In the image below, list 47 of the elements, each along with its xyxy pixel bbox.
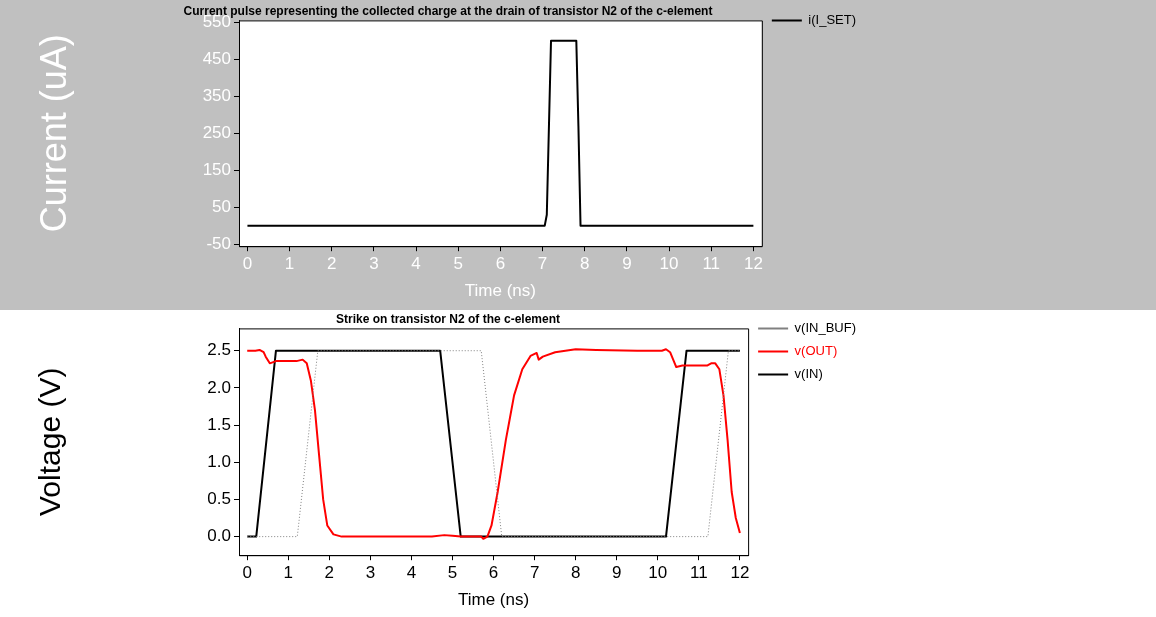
y-tick-label: 450: [202, 48, 231, 68]
x-tick-label: 2: [327, 254, 337, 274]
x-tick-label: 7: [537, 254, 548, 274]
legend-label: v(IN_BUF): [794, 320, 856, 336]
y-tick-label: 350: [202, 85, 231, 105]
y-axis-title: Voltage (V): [33, 367, 67, 517]
x-tick-label: 10: [659, 254, 679, 274]
y-tick-label: 150: [202, 160, 231, 179]
x-tick-label: 1: [284, 254, 295, 274]
y-tick-label: 250: [202, 122, 231, 142]
x-tick-label: 5: [447, 563, 458, 583]
x-tick-label: 3: [369, 254, 379, 274]
x-tick-label: 0: [242, 254, 253, 274]
x-tick-label: 6: [495, 254, 506, 274]
x-tick-label: 6: [488, 563, 499, 583]
y-tick-label: 1.0: [207, 451, 231, 471]
x-tick-label: 4: [406, 563, 417, 583]
x-tick-label: 11: [690, 563, 708, 583]
x-tick-label: 7: [529, 563, 540, 583]
x-tick-label: 11: [702, 254, 721, 274]
y-tick-label: 2.0: [207, 377, 231, 397]
y-tick-label: 2.5: [207, 340, 231, 360]
y-tick-label: -50: [206, 234, 231, 254]
y-tick-label: 0.5: [207, 489, 231, 509]
x-tick-label: 10: [648, 563, 668, 583]
y-tick-label: 50: [212, 197, 231, 217]
x-tick-label: 4: [411, 254, 421, 274]
x-tick-label: 12: [730, 563, 750, 583]
x-tick-label: 2: [324, 563, 335, 583]
x-axis-title: Time (ns): [457, 590, 530, 610]
x-tick-label: 12: [743, 254, 763, 274]
x-tick-label: 8: [580, 254, 590, 274]
legend-label: v(IN): [794, 366, 823, 382]
x-tick-label: 5: [453, 254, 463, 274]
x-axis-title: Time (ns): [464, 281, 536, 301]
y-axis-title: Current (uA): [32, 34, 74, 233]
x-tick-label: 1: [283, 563, 293, 583]
x-tick-label: 9: [611, 563, 622, 583]
chart-title: Strike on transistor N2 of the c-element: [335, 311, 561, 326]
y-tick-label: 1.5: [207, 414, 231, 434]
y-tick-label: 0.0: [207, 526, 231, 546]
x-tick-label: 0: [242, 563, 252, 583]
x-tick-label: 9: [622, 254, 632, 274]
x-tick-label: 3: [365, 563, 376, 583]
legend-label: i(I_SET): [808, 12, 856, 28]
x-tick-label: 8: [570, 563, 581, 583]
legend-label: v(OUT): [794, 343, 838, 359]
